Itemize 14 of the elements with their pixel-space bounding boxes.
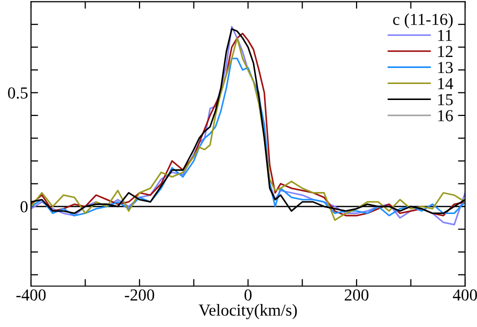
x-tick-label: -400 [16,289,46,301]
x-axis-title: Velocity(km/s) [198,304,297,320]
legend-label: 11 [438,30,452,41]
x-tick-label: 0 [244,289,252,301]
legend-title: c (11-16) [393,13,453,28]
legend-label: 16 [438,110,453,122]
x-tick-label: 400 [452,289,477,301]
y-tick-label: 0.5 [8,87,28,99]
x-tick-label: 200 [344,289,368,301]
legend-label: 13 [438,62,453,74]
x-tick-label: -200 [124,289,154,301]
legend-label: 15 [438,94,453,106]
legend-label: 14 [438,78,454,90]
legend-label: 12 [438,46,452,57]
